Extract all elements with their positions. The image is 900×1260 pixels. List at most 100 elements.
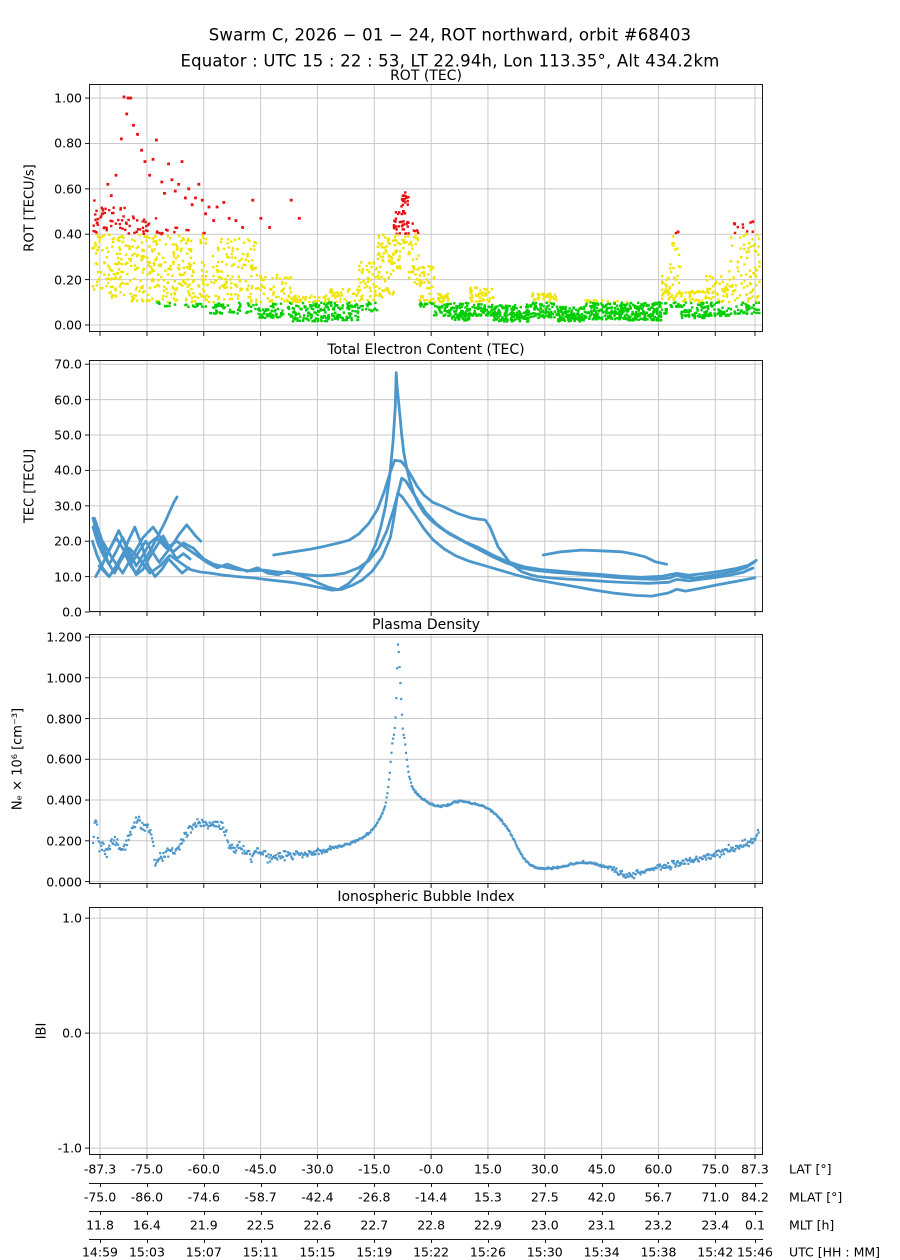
- axis-row-tick: [544, 1239, 546, 1243]
- axis-tick-label: -30.0: [301, 1161, 334, 1177]
- axis-row-tick: [601, 1183, 603, 1187]
- axis-tick-label: 15:07: [185, 1244, 222, 1260]
- axis-tick-label: 15:42: [697, 1244, 734, 1260]
- axis-tick-label: 15:46: [736, 1244, 773, 1260]
- ytick-label: 0.600: [46, 751, 82, 767]
- figure-title-line1: Swarm C, 2026 − 01 − 24, ROT northward, …: [208, 25, 692, 45]
- axis-tick-label: 45.0: [587, 1161, 616, 1177]
- ytick-label: 40.0: [54, 462, 82, 478]
- ytick-label: 60.0: [54, 392, 82, 408]
- axis-tick-label: 23.1: [587, 1217, 616, 1233]
- axis-tick-label: -42.4: [301, 1189, 334, 1205]
- panel-canvas-3: [85, 907, 763, 1159]
- axis-row-tick: [317, 1183, 319, 1187]
- ytick-label: 50.0: [54, 427, 82, 443]
- axis-tick-label: -26.8: [358, 1189, 391, 1205]
- axis-row-tick: [99, 1183, 101, 1187]
- axis-row-label: MLT [h]: [789, 1217, 835, 1233]
- axis-tick-label: 15:26: [469, 1244, 506, 1260]
- panel-canvas-0: [85, 84, 763, 336]
- ytick-label: 0.400: [46, 792, 82, 808]
- ylabel-density: Nₑ × 10⁶ [cm⁻³]: [10, 707, 26, 811]
- ytick-label: 0.0: [62, 604, 82, 620]
- axis-tick-label: -58.7: [244, 1189, 277, 1205]
- axis-tick-label: 15:19: [356, 1244, 393, 1260]
- axis-tick-label: 22.5: [246, 1217, 275, 1233]
- axis-row-tick: [431, 1211, 433, 1215]
- ytick-label: 0.00: [54, 317, 82, 333]
- axis-row-label: LAT [°]: [789, 1161, 832, 1177]
- ytick-label: 1.00: [54, 90, 82, 106]
- axis-row-tick: [317, 1239, 319, 1243]
- axis-row-tick: [715, 1211, 717, 1215]
- ytick-label: 0.40: [54, 226, 82, 242]
- axis-tick-label: -45.0: [244, 1161, 277, 1177]
- axis-tick-label: 15:34: [583, 1244, 620, 1260]
- ytick-label: 0.80: [54, 135, 82, 151]
- panel-title-tec: Total Electron Content (TEC): [327, 342, 525, 358]
- axis-row-tick: [715, 1183, 717, 1187]
- axis-row-tick: [146, 1211, 148, 1215]
- axis-tick-label: 56.7: [644, 1189, 673, 1205]
- axis-row-label: UTC [HH : MM]: [789, 1244, 881, 1260]
- axis-tick-label: -74.6: [187, 1189, 220, 1205]
- ytick-label: 0.800: [46, 711, 82, 727]
- axis-tick-label: 15:30: [526, 1244, 563, 1260]
- axis-tick-label: 15:11: [242, 1244, 279, 1260]
- axis-row-label: MLAT [°]: [789, 1189, 843, 1205]
- axis-row-tick: [260, 1183, 262, 1187]
- axis-tick-label: 22.7: [360, 1217, 389, 1233]
- panel-canvas-1: [85, 360, 763, 616]
- axis-tick-label: 15.0: [474, 1161, 502, 1177]
- ytick-label: 0.60: [54, 181, 82, 197]
- axis-tick-label: 15:22: [413, 1244, 450, 1260]
- axis-row-tick: [203, 1183, 205, 1187]
- panel-canvas-2: [85, 634, 763, 888]
- ytick-label: 1.200: [46, 629, 82, 645]
- axis-row-tick: [374, 1211, 376, 1215]
- axis-row-tick: [487, 1239, 489, 1243]
- axis-tick-label: 11.8: [86, 1217, 114, 1233]
- axis-row-tick: [544, 1183, 546, 1187]
- axis-tick-label: 22.9: [474, 1217, 502, 1233]
- axis-tick-label: -87.3: [83, 1161, 117, 1177]
- axis-tick-label: 14:59: [81, 1244, 118, 1260]
- axis-row-tick: [658, 1239, 660, 1243]
- axis-tick-label: -60.0: [187, 1161, 220, 1177]
- panel-title-ibi: Ionospheric Bubble Index: [337, 889, 515, 905]
- axis-row-tick: [487, 1211, 489, 1215]
- axis-row-tick: [601, 1239, 603, 1243]
- axis-tick-label: 27.5: [530, 1189, 559, 1205]
- axis-tick-label: -15.0: [358, 1161, 391, 1177]
- axis-tick-label: 15:38: [640, 1244, 677, 1260]
- axis-tick-label: -0.0: [418, 1161, 444, 1177]
- axis-row-tick: [260, 1211, 262, 1215]
- axis-tick-label: 23.2: [644, 1217, 673, 1233]
- axis-row-separator: [89, 1211, 763, 1212]
- axis-tick-label: 42.0: [587, 1189, 616, 1205]
- axis-tick-label: 87.3: [741, 1161, 769, 1177]
- axis-tick-label: 60.0: [644, 1161, 673, 1177]
- axis-tick-label: 22.8: [417, 1217, 446, 1233]
- ytick-label: -1.0: [57, 1140, 82, 1156]
- ytick-label: 10.0: [54, 569, 82, 585]
- axis-row-tick: [99, 1211, 101, 1215]
- axis-row-tick: [544, 1211, 546, 1215]
- ytick-label: 0.200: [46, 833, 82, 849]
- panel-title-rot: ROT (TEC): [390, 68, 462, 84]
- figure-title-line2: Equator : UTC 15 : 22 : 53, LT 22.94h, L…: [180, 51, 720, 71]
- axis-row-tick: [374, 1239, 376, 1243]
- axis-tick-label: 16.4: [133, 1217, 161, 1233]
- axis-tick-label: 21.9: [189, 1217, 218, 1233]
- ytick-label: 0.000: [46, 874, 82, 890]
- axis-tick-label: 23.0: [530, 1217, 559, 1233]
- axis-row-tick: [487, 1183, 489, 1187]
- axis-row-tick: [754, 1211, 756, 1215]
- axis-tick-label: 15:03: [128, 1244, 165, 1260]
- axis-row-tick: [431, 1239, 433, 1243]
- axis-tick-label: 84.2: [741, 1189, 769, 1205]
- axis-tick-label: -86.0: [130, 1189, 164, 1205]
- panel-title-density: Plasma Density: [371, 617, 481, 633]
- ytick-label: 70.0: [54, 356, 82, 372]
